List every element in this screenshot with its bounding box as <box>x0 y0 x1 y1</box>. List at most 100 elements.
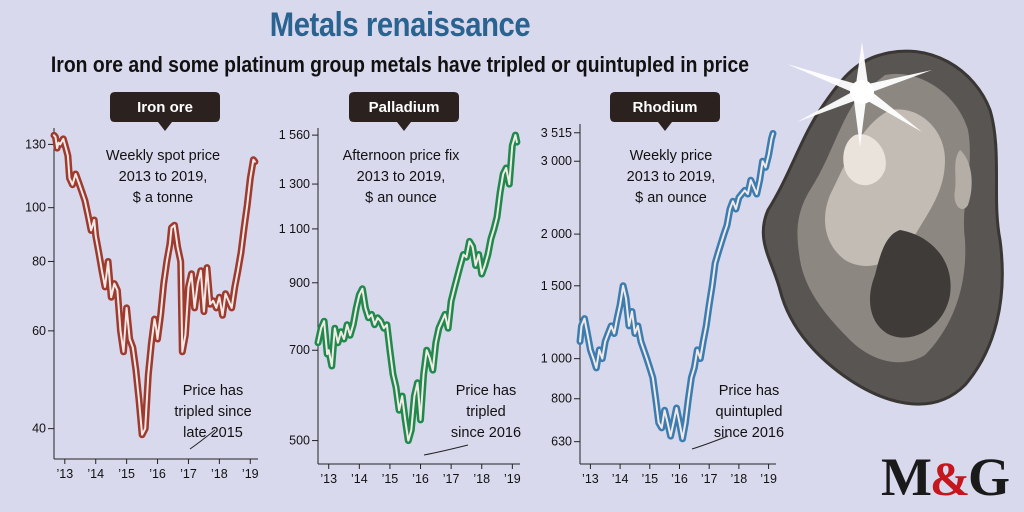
palladium-data-point <box>493 228 495 230</box>
rhodium-y-tick-label: 1 500 <box>541 279 572 293</box>
iron-ore-data-point <box>170 227 173 229</box>
palladium-data-point <box>447 327 449 329</box>
iron-ore-data-point <box>160 314 162 316</box>
palladium-y-tick-label: 500 <box>289 434 310 448</box>
rhodium-data-point <box>658 422 660 424</box>
palladium-data-point <box>419 419 422 421</box>
rhodium-data-point <box>655 398 657 400</box>
iron-ore-data-point <box>190 273 193 275</box>
iron-ore-data-point <box>209 303 211 305</box>
palladium-data-point <box>320 327 322 329</box>
iron-ore-data-point <box>62 138 64 140</box>
rhodium-description-line: $ an ounce <box>635 190 707 206</box>
palladium-data-point <box>505 167 507 169</box>
iron-ore-data-point <box>58 142 60 144</box>
rhodium-annotation-line: since 2016 <box>714 425 784 441</box>
iron-ore-data-point <box>71 184 74 186</box>
iron-ore-data-point <box>228 300 230 302</box>
palladium-title: Palladium <box>369 99 440 116</box>
rhodium-data-point <box>744 189 746 191</box>
rhodium-data-point <box>770 138 773 140</box>
palladium-x-tick-label: ’18 <box>473 472 490 486</box>
palladium-data-point <box>490 238 492 240</box>
rhodium-data-point <box>640 340 642 343</box>
rhodium-data-point <box>726 224 728 226</box>
palladium-title-box <box>349 92 459 131</box>
iron-ore-x-tick-label: ’13 <box>56 467 73 481</box>
palladium-data-point <box>444 313 446 315</box>
mg-logo: M&G <box>881 447 1010 507</box>
rhodium-data-point <box>672 422 675 424</box>
rhodium-data-point <box>583 318 586 320</box>
rhodium-data-point <box>643 349 645 351</box>
rhodium-data-point <box>667 422 669 424</box>
rhodium-data-point <box>693 367 695 369</box>
iron-ore-data-point <box>155 326 157 328</box>
palladium-data-point <box>352 324 354 326</box>
rhodium-data-point <box>732 200 734 202</box>
rhodium-data-point <box>616 318 618 320</box>
palladium-y-tick-label: 1 100 <box>279 222 310 236</box>
iron-ore-description-line: $ a tonne <box>133 190 193 206</box>
iron-ore-data-point <box>84 199 86 202</box>
rhodium-data-point <box>723 233 725 235</box>
rhodium-data-point <box>619 304 621 306</box>
palladium-data-point <box>481 273 483 275</box>
iron-ore-data-point <box>181 351 183 353</box>
palladium-data-point <box>346 324 348 326</box>
rhodium-data-point <box>613 332 615 335</box>
iron-ore-data-point <box>147 374 149 376</box>
rhodium-data-point <box>762 160 764 162</box>
iron-ore-data-point <box>187 286 190 288</box>
palladium-data-point <box>323 320 325 322</box>
rhodium-data-point <box>652 377 654 379</box>
rhodium-data-point <box>586 332 589 335</box>
palladium-data-point <box>484 264 486 267</box>
rhodium-data-point <box>705 325 707 327</box>
rhodium-data-point <box>714 262 716 264</box>
palladium-data-point <box>459 264 461 267</box>
iron-ore-x-tick-label: ’18 <box>211 467 228 481</box>
iron-ore-data-point <box>218 296 220 298</box>
rhodium-data-point <box>634 332 636 335</box>
palladium-data-point <box>334 327 336 329</box>
palladium-x-tick-label: ’14 <box>351 472 368 486</box>
rhodium-x-tick-label: ’16 <box>671 472 688 486</box>
iron-ore-data-point <box>68 177 71 179</box>
palladium-x-tick-label: ’16 <box>412 472 429 486</box>
palladium-data-point <box>398 409 400 411</box>
rhodium-data-point <box>681 438 684 440</box>
rhodium-data-point <box>684 422 687 424</box>
palladium-data-point <box>349 334 351 336</box>
iron-ore-data-point <box>53 134 55 136</box>
iron-ore-data-point <box>150 342 152 344</box>
rhodium-y-tick-label: 1 000 <box>541 352 572 366</box>
rhodium-data-point <box>772 132 774 135</box>
iron-ore-y-tick-label: 130 <box>25 137 46 151</box>
iron-ore-data-point <box>156 338 159 340</box>
rhodium-data-point <box>664 409 666 411</box>
palladium-data-point <box>343 338 345 340</box>
rhodium-y-tick-label: 3 000 <box>541 154 572 168</box>
iron-ore-data-point <box>119 330 122 332</box>
iron-ore-annotation-line: late 2015 <box>183 425 243 441</box>
palladium-data-point <box>429 357 431 359</box>
iron-ore-y-tick-label: 60 <box>32 324 46 338</box>
iron-ore-x-tick-label: ’17 <box>180 467 197 481</box>
iron-ore-title: Iron ore <box>137 99 193 116</box>
palladium-x-tick-label: ’19 <box>504 472 521 486</box>
iron-ore-description-line: 2013 to 2019, <box>119 169 208 185</box>
iron-ore-data-point <box>56 147 58 149</box>
iron-ore-data-point <box>177 246 179 248</box>
palladium-data-point <box>407 440 409 442</box>
palladium-data-point <box>358 294 360 296</box>
rhodium-data-point <box>729 208 731 210</box>
iron-ore-data-point <box>98 252 100 254</box>
palladium-data-point <box>487 253 489 256</box>
palladium-data-point <box>337 342 339 344</box>
iron-ore-data-point <box>67 155 69 157</box>
palladium-description-line: 2013 to 2019, <box>357 169 446 185</box>
iron-ore-data-point <box>169 243 171 245</box>
iron-ore-data-point <box>173 224 176 226</box>
palladium-data-point <box>386 324 388 326</box>
